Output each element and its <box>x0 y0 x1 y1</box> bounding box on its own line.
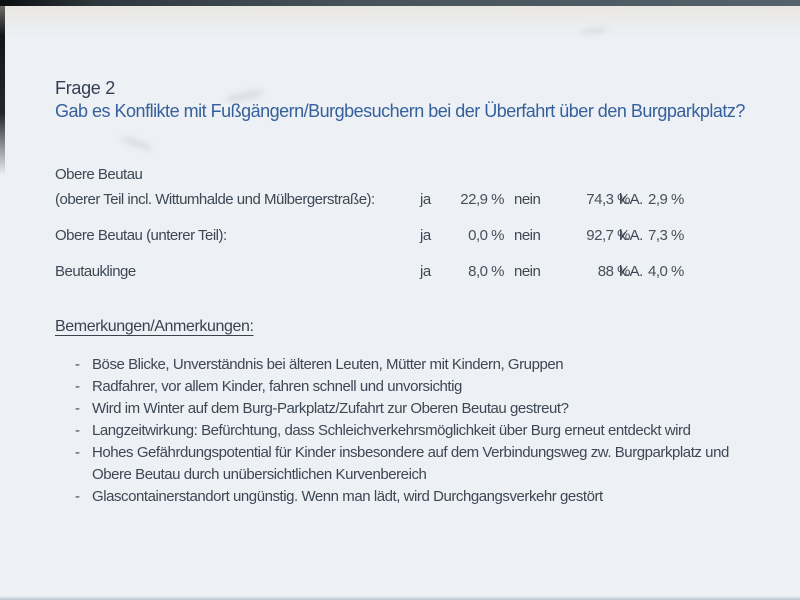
ka-label: k.A. <box>619 191 643 208</box>
remark-item: - Radfahrer, vor allem Kinder, fahren sc… <box>75 376 742 398</box>
ja-value: 22,9 % <box>460 191 504 208</box>
question-number: Frage 2 <box>55 78 115 98</box>
nein-label: nein <box>514 191 541 208</box>
ja-label: ja <box>420 263 431 280</box>
dash-bullet: - <box>75 488 80 505</box>
nein-value: 74,3 % <box>586 191 630 208</box>
remark-text: Radfahrer, vor allem Kinder, fahren schn… <box>92 378 462 395</box>
question-text: Gab es Konflikte mit Fußgängern/Burgbesu… <box>55 101 745 121</box>
nein-value: 88 % <box>597 263 631 280</box>
row-label: Obere Beutau (unterer Teil): <box>55 227 227 244</box>
ja-label: ja <box>420 227 431 244</box>
dash-bullet: - <box>75 422 80 439</box>
remark-text: Hohes Gefährdungspotential für Kinder in… <box>92 444 729 483</box>
ka-label: k.A. <box>619 227 643 244</box>
scan-edge-top <box>0 0 800 6</box>
row-label-line2: (oberer Teil incl. Wittumhalde und Mülbe… <box>55 191 375 208</box>
ja-label: ja <box>420 191 431 208</box>
ka-value: 2,9 % <box>648 191 684 208</box>
results-section: Obere Beutau (oberer Teil incl. Wittumha… <box>55 166 684 280</box>
nein-label: nein <box>514 227 541 244</box>
remark-item: - Böse Blicke, Unverständnis bei älteren… <box>75 354 742 376</box>
nein-label: nein <box>514 263 541 280</box>
dash-bullet: - <box>75 444 80 461</box>
row-label: Obere Beutau <box>55 166 143 183</box>
remark-text: Glascontainerstandort ungünstig. Wenn ma… <box>92 488 603 505</box>
dash-bullet: - <box>75 400 80 417</box>
ja-value: 0,0 % <box>468 227 504 244</box>
scan-edge-left <box>0 0 5 175</box>
remark-text: Böse Blicke, Unverständnis bei älteren L… <box>92 356 564 373</box>
remark-text: Langzeitwirkung: Befürchtung, dass Schle… <box>92 422 691 439</box>
dash-bullet: - <box>75 356 80 373</box>
scan-edge-bottom <box>0 596 800 600</box>
scan-shading-top <box>0 6 800 36</box>
remarks-heading: Bemerkungen/Anmerkungen: <box>55 318 254 335</box>
remarks-list: - Böse Blicke, Unverständnis bei älteren… <box>75 354 742 508</box>
nein-value: 92,7 % <box>586 227 630 244</box>
ka-value: 7,3 % <box>648 227 684 244</box>
remark-item: - Hohes Gefährdungspotential für Kinder … <box>75 442 742 486</box>
row-label: Beutauklinge <box>55 263 136 280</box>
remark-text: Wird im Winter auf dem Burg-Parkplatz/Zu… <box>92 400 569 417</box>
remark-item: - Langzeitwirkung: Befürchtung, dass Sch… <box>75 420 742 442</box>
remark-item: - Wird im Winter auf dem Burg-Parkplatz/… <box>75 398 742 420</box>
remark-item: - Glascontainerstandort ungünstig. Wenn … <box>75 486 742 508</box>
dash-bullet: - <box>75 378 80 395</box>
ka-label: k.A. <box>619 263 643 280</box>
ka-value: 4,0 % <box>648 263 684 280</box>
ja-value: 8,0 % <box>468 263 504 280</box>
